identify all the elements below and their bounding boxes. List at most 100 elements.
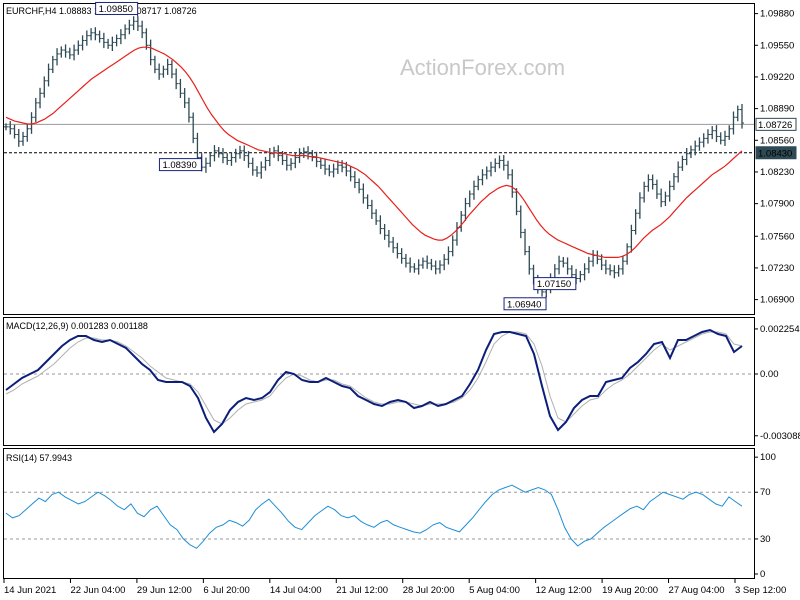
price-bar bbox=[135, 16, 140, 32]
price-bar bbox=[340, 160, 345, 173]
price-bar bbox=[216, 146, 221, 158]
macd-signal-line bbox=[5, 331, 743, 425]
price-bar bbox=[165, 58, 170, 75]
price-bar bbox=[335, 160, 340, 174]
price-bar bbox=[514, 188, 519, 216]
x-tick-label: 5 Aug 04:00 bbox=[469, 585, 520, 596]
price-bar bbox=[399, 248, 404, 264]
y-tick-label: 100 bbox=[760, 452, 776, 463]
y-tick-label: 1.08230 bbox=[760, 167, 794, 178]
price-bar bbox=[722, 130, 727, 147]
price-bar bbox=[67, 47, 72, 60]
price-bar bbox=[386, 229, 391, 248]
price-bar bbox=[284, 155, 289, 171]
price-bar bbox=[169, 60, 174, 79]
price-bar bbox=[569, 265, 574, 279]
price-bar bbox=[263, 156, 268, 171]
price-bar bbox=[357, 178, 362, 194]
price-bar bbox=[633, 209, 638, 235]
price-bar bbox=[374, 209, 379, 225]
x-tick-label: 27 Aug 04:00 bbox=[669, 585, 725, 596]
price-bar bbox=[637, 192, 642, 219]
price-bar bbox=[259, 161, 264, 179]
price-bar bbox=[659, 188, 664, 208]
annotation-label: 1.06940 bbox=[507, 299, 541, 310]
price-bar bbox=[237, 145, 242, 159]
price-bar bbox=[484, 166, 489, 180]
macd-title: MACD(12,26,9) 0.001283 0.001188 bbox=[6, 321, 148, 331]
price-bar bbox=[735, 105, 740, 122]
macd-y-axis: 0.002254 0.00 -0.003088 bbox=[4, 324, 800, 442]
x-tick-label: 21 Jul 12:00 bbox=[336, 585, 388, 596]
price-bar bbox=[701, 133, 706, 148]
price-bar bbox=[301, 147, 306, 159]
price-bar bbox=[229, 152, 234, 166]
macd-panel-frame bbox=[3, 317, 755, 446]
price-bar bbox=[680, 155, 685, 171]
price-bar bbox=[561, 256, 566, 268]
y-tick-label: 0.002254 bbox=[760, 324, 800, 335]
price-bar bbox=[420, 257, 425, 269]
price-bar bbox=[246, 151, 251, 168]
price-bar bbox=[450, 235, 455, 257]
watermark: ActionForex.com bbox=[400, 55, 565, 80]
price-bar bbox=[650, 174, 655, 190]
annotation-label: 1.09850 bbox=[99, 4, 133, 15]
price-bar bbox=[642, 181, 647, 203]
annotation-label: 1.08390 bbox=[162, 160, 196, 171]
price-bar bbox=[382, 224, 387, 240]
price-bar bbox=[667, 180, 672, 202]
price-bar bbox=[586, 256, 591, 274]
y-tick-label: 1.06900 bbox=[760, 295, 794, 306]
price-bar bbox=[220, 148, 225, 164]
price-bar bbox=[8, 121, 13, 135]
price-bar bbox=[471, 180, 476, 200]
price-bar bbox=[412, 263, 417, 273]
price-bar bbox=[663, 191, 668, 207]
price-annotation: 1.09850 bbox=[95, 1, 139, 17]
price-bar bbox=[446, 246, 451, 265]
price-bar bbox=[72, 44, 77, 61]
y-tick-label: 1.08560 bbox=[760, 135, 794, 146]
price-bar bbox=[93, 27, 98, 41]
price-bar bbox=[595, 250, 600, 265]
price-bar bbox=[289, 158, 294, 171]
x-tick-label: 14 Jul 04:00 bbox=[270, 585, 322, 596]
price-bar bbox=[459, 210, 464, 232]
level-price-box: 1.08430 bbox=[755, 146, 797, 160]
price-bar bbox=[140, 20, 145, 39]
y-tick-label: 30 bbox=[760, 534, 771, 545]
y-tick-label: 1.07230 bbox=[760, 263, 794, 274]
price-bar bbox=[191, 112, 196, 144]
price-bar bbox=[454, 222, 459, 246]
price-bar bbox=[157, 63, 162, 80]
price-bar bbox=[152, 55, 157, 74]
price-bar bbox=[46, 63, 51, 87]
rsi-title: RSI(14) 57.9943 bbox=[6, 453, 72, 463]
price-bar bbox=[318, 157, 323, 170]
price-bar bbox=[203, 157, 208, 173]
price-bar bbox=[378, 215, 383, 235]
price-bar bbox=[50, 55, 55, 74]
macd-line bbox=[5, 328, 743, 434]
annotation-label: 1.07150 bbox=[537, 279, 571, 290]
time-axis: 14 Jun 2021 22 Jun 04:00 29 Jun 12:00 6 Jul… bbox=[3, 579, 786, 596]
price-bar bbox=[629, 224, 634, 253]
price-bar bbox=[101, 32, 106, 49]
price-bar bbox=[416, 259, 421, 275]
price-bar bbox=[395, 242, 400, 259]
x-tick-label: 22 Jun 04:00 bbox=[70, 585, 125, 596]
x-tick-label: 12 Aug 12:00 bbox=[536, 585, 592, 596]
y-tick-label: 1.09220 bbox=[760, 72, 794, 83]
rsi-panel-frame bbox=[3, 448, 755, 579]
price-bar bbox=[267, 147, 272, 167]
price-bar bbox=[127, 19, 132, 35]
price-bar bbox=[467, 190, 472, 208]
price-bar bbox=[323, 159, 328, 175]
price-bar bbox=[493, 158, 498, 173]
price-bar bbox=[233, 148, 238, 163]
price-bar bbox=[225, 153, 230, 165]
price-bar bbox=[255, 166, 260, 177]
price-bar bbox=[250, 157, 255, 176]
price-bar bbox=[310, 149, 315, 162]
